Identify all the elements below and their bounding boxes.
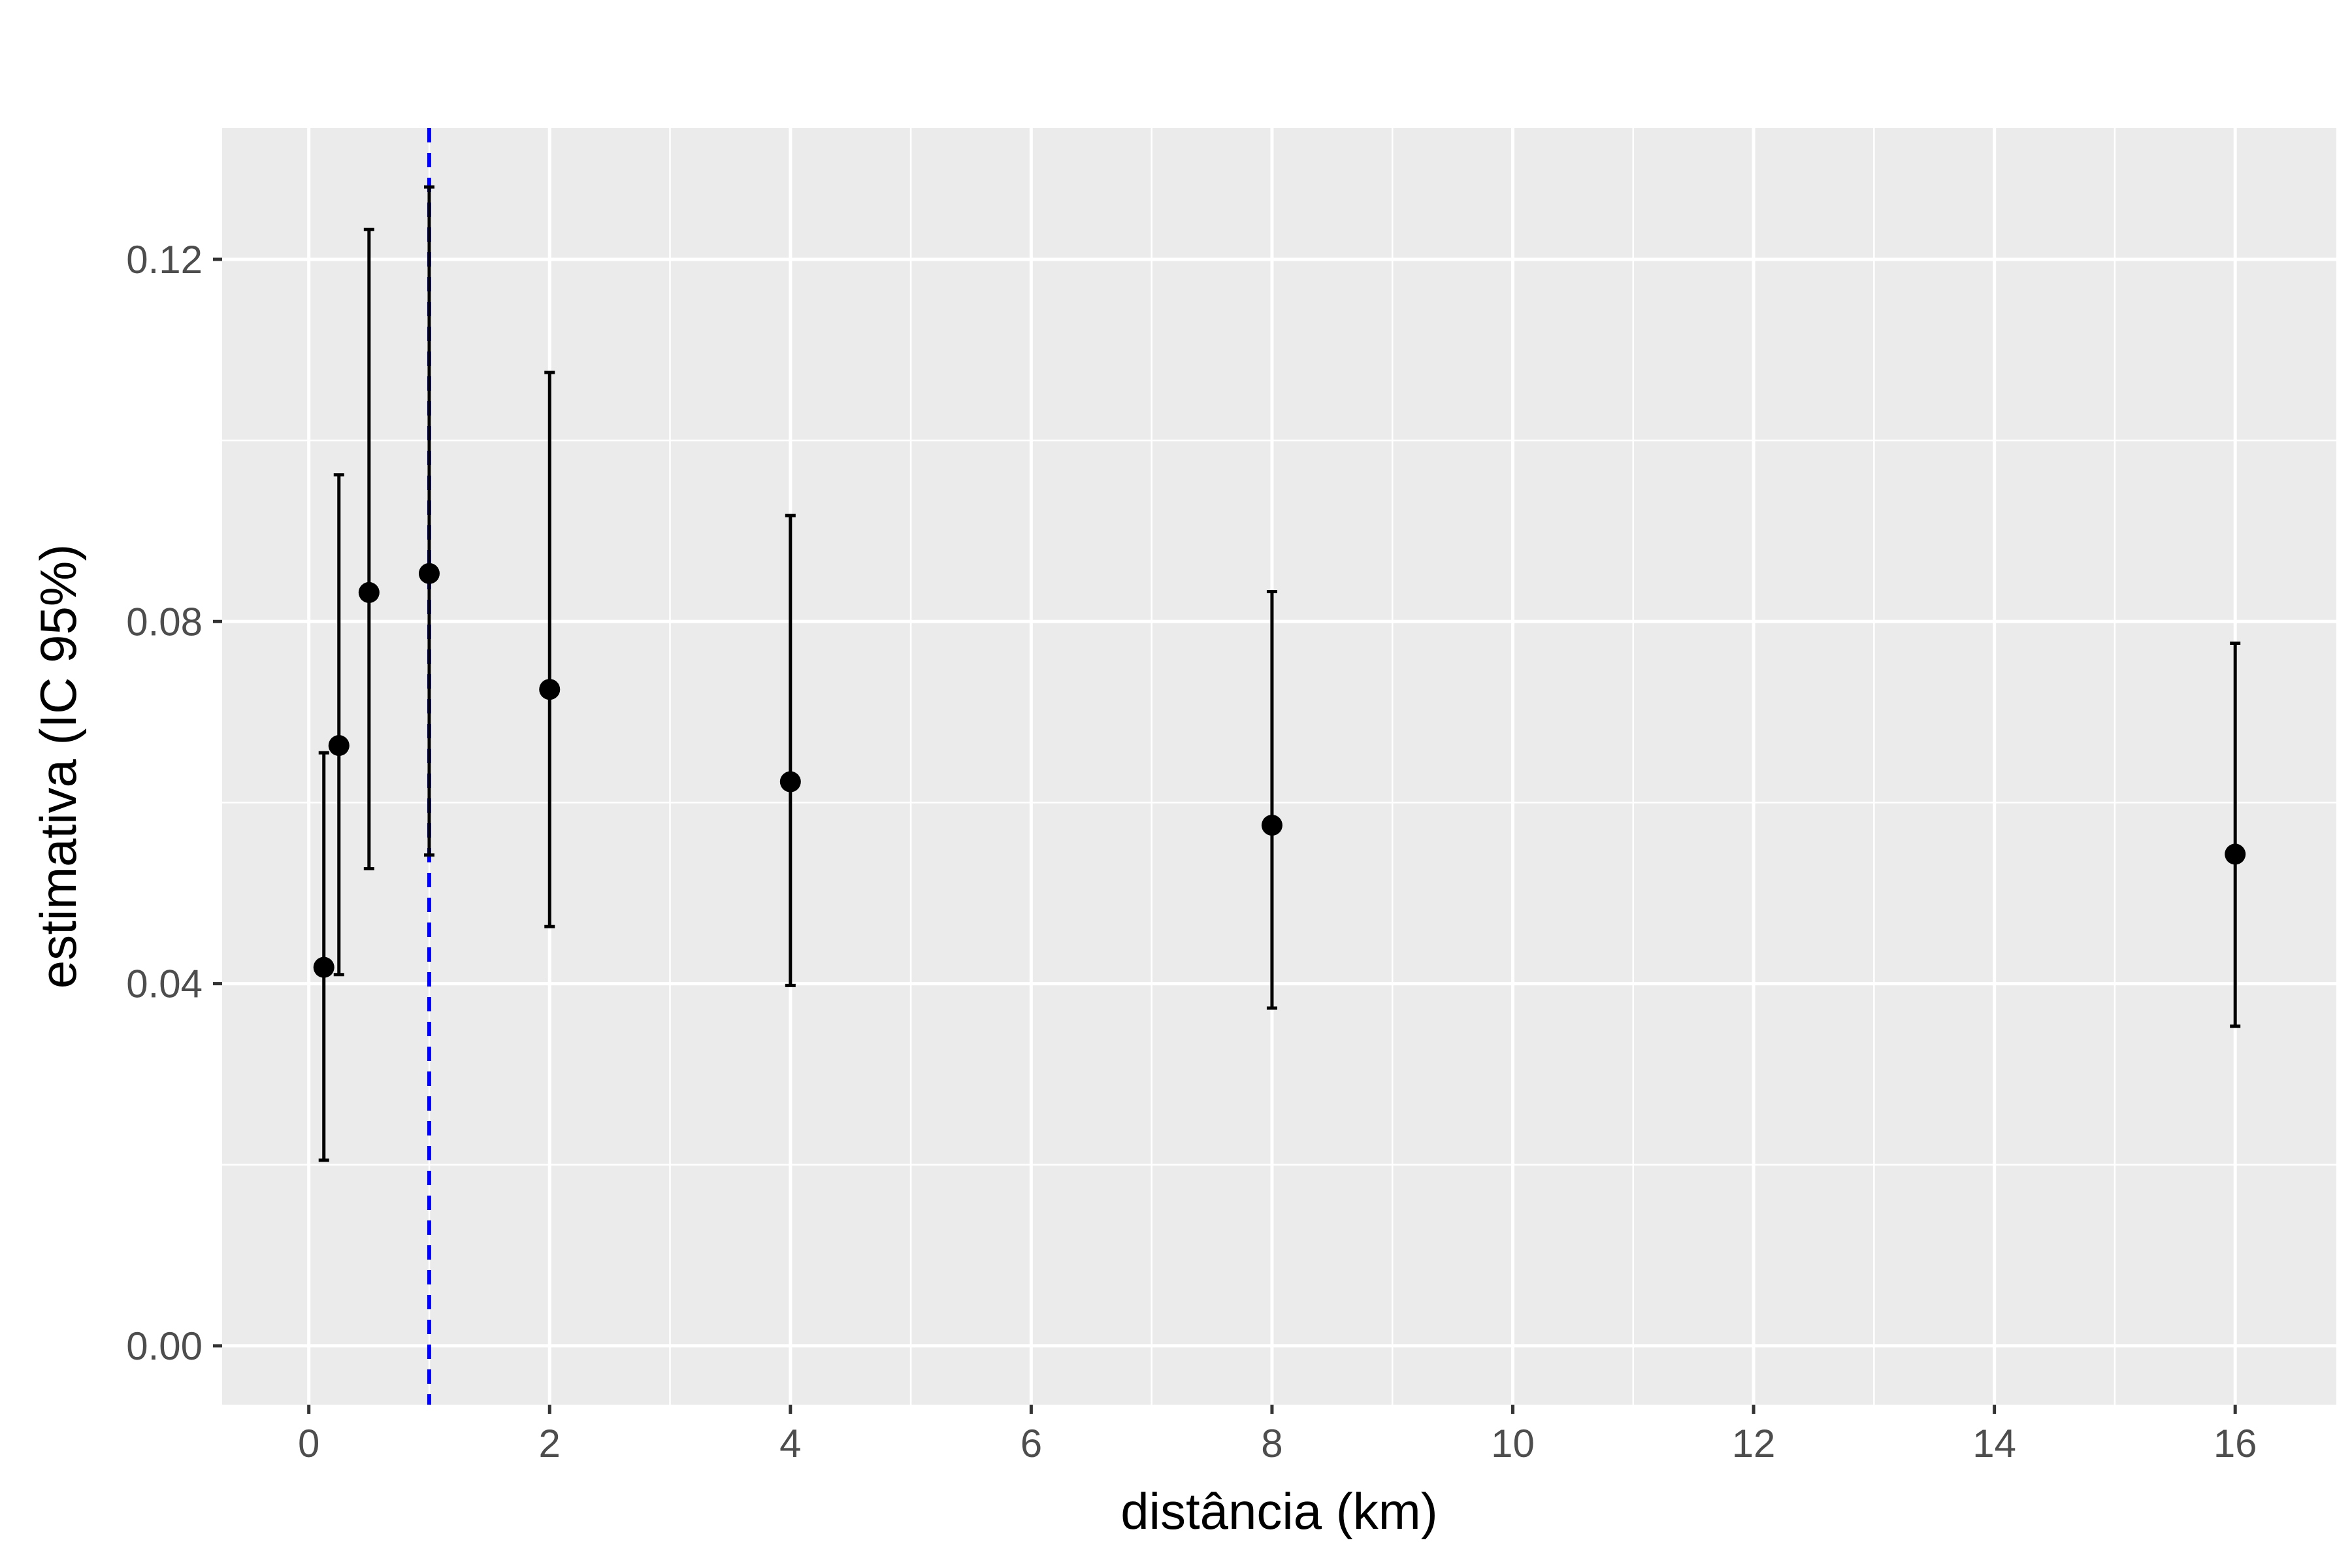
plot-panel bbox=[222, 128, 2336, 1405]
data-point bbox=[1261, 815, 1282, 836]
error-bar bbox=[318, 751, 329, 1162]
data-points bbox=[313, 563, 2246, 978]
data-point bbox=[779, 771, 801, 792]
data-point bbox=[358, 581, 380, 603]
error-bar bbox=[544, 370, 555, 928]
x-tick-label: 2 bbox=[539, 1422, 561, 1465]
x-tick-label: 6 bbox=[1021, 1422, 1042, 1465]
y-tick-label: 0.08 bbox=[126, 600, 203, 644]
x-tick-label: 16 bbox=[2213, 1422, 2257, 1465]
x-axis-title: distância (km) bbox=[1120, 1482, 1437, 1540]
grid-minor bbox=[222, 128, 2336, 1405]
y-tick-label: 0.00 bbox=[126, 1324, 203, 1368]
x-axis: 0 2 4 6 8 10 12 14 16 bbox=[298, 1405, 2257, 1465]
data-point bbox=[539, 679, 561, 700]
error-bar bbox=[333, 473, 344, 977]
x-tick-label: 12 bbox=[1732, 1422, 1776, 1465]
x-tick-label: 8 bbox=[1261, 1422, 1282, 1465]
error-bar bbox=[1266, 590, 1277, 1010]
x-tick-label: 4 bbox=[779, 1422, 801, 1465]
x-tick-label: 14 bbox=[1972, 1422, 2016, 1465]
y-axis-title: estimativa (IC 95%) bbox=[29, 544, 87, 989]
y-axis: 0.00 0.04 0.08 0.12 bbox=[126, 238, 222, 1368]
data-point bbox=[328, 735, 350, 757]
x-tick-label: 10 bbox=[1491, 1422, 1535, 1465]
data-point bbox=[2225, 843, 2246, 865]
error-bar bbox=[363, 227, 374, 871]
error-bar bbox=[785, 514, 796, 987]
error-bars bbox=[318, 185, 2241, 1162]
x-tick-label: 0 bbox=[298, 1422, 319, 1465]
y-tick-label: 0.04 bbox=[126, 962, 203, 1006]
error-bar bbox=[423, 185, 434, 857]
y-tick-label: 0.12 bbox=[126, 238, 203, 282]
error-bar bbox=[2230, 642, 2241, 1028]
data-point bbox=[418, 563, 440, 584]
data-point bbox=[313, 956, 335, 978]
